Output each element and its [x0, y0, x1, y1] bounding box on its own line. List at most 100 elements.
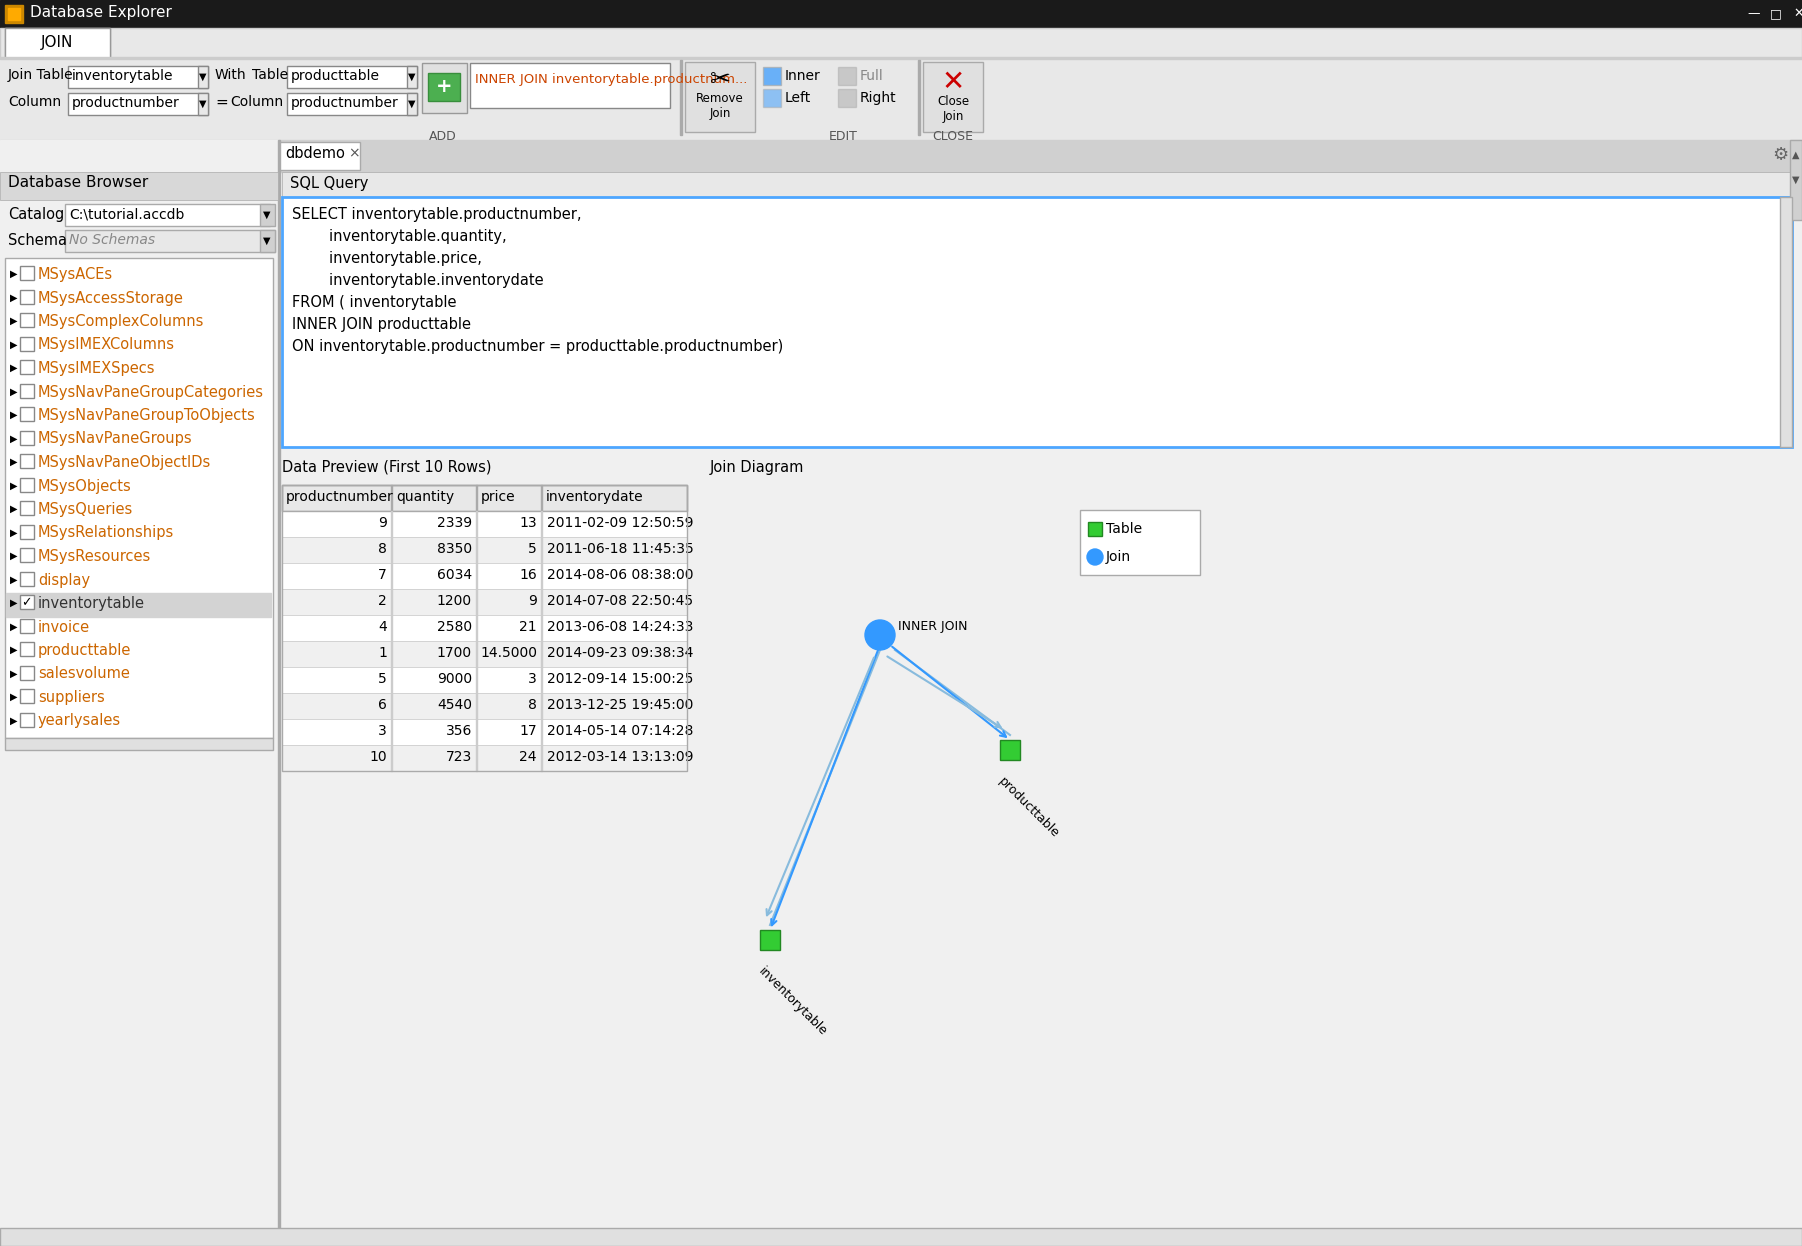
- Text: JOIN: JOIN: [41, 35, 74, 50]
- Text: producttable: producttable: [38, 643, 132, 658]
- Text: 2012-03-14 13:13:09: 2012-03-14 13:13:09: [548, 750, 694, 764]
- Text: 8: 8: [528, 698, 537, 711]
- Text: 9000: 9000: [436, 672, 472, 687]
- Bar: [65, 204, 270, 226]
- Text: Database Explorer: Database Explorer: [31, 5, 171, 20]
- Bar: [1000, 740, 1020, 760]
- Bar: [762, 88, 780, 107]
- Bar: [0, 140, 1802, 172]
- Bar: [422, 64, 467, 113]
- Bar: [281, 719, 687, 745]
- Text: ▶: ▶: [11, 574, 18, 584]
- Text: 14.5000: 14.5000: [479, 645, 537, 660]
- Text: 9: 9: [378, 516, 387, 530]
- Bar: [20, 384, 34, 397]
- Bar: [470, 64, 670, 108]
- Text: quantity: quantity: [396, 490, 454, 503]
- Text: ▶: ▶: [11, 622, 18, 632]
- Text: Remove
Join: Remove Join: [696, 92, 744, 120]
- Text: With: With: [214, 69, 247, 82]
- Bar: [685, 62, 755, 132]
- Bar: [281, 589, 687, 616]
- Bar: [198, 93, 207, 115]
- Bar: [198, 66, 207, 88]
- Text: ▶: ▶: [11, 457, 18, 467]
- Text: ▶: ▶: [11, 293, 18, 303]
- Bar: [68, 66, 207, 88]
- Text: MSysNavPaneGroupCategories: MSysNavPaneGroupCategories: [38, 385, 265, 400]
- Text: Column: Column: [7, 95, 61, 108]
- Bar: [0, 140, 1802, 1246]
- Bar: [281, 693, 687, 719]
- Text: price: price: [481, 490, 515, 503]
- Bar: [838, 88, 856, 107]
- Bar: [20, 501, 34, 515]
- Text: MSysComplexColumns: MSysComplexColumns: [38, 314, 204, 329]
- Text: inventorytable.price,: inventorytable.price,: [292, 250, 481, 265]
- Text: 8350: 8350: [436, 542, 472, 556]
- Text: MSysObjects: MSysObjects: [38, 478, 132, 493]
- Text: producttable: producttable: [997, 775, 1061, 841]
- Text: productnumber: productnumber: [72, 96, 180, 110]
- Text: 1700: 1700: [436, 645, 472, 660]
- Text: —: —: [1746, 7, 1759, 20]
- Text: 5: 5: [378, 672, 387, 687]
- Bar: [20, 360, 34, 374]
- Bar: [1768, 6, 1788, 22]
- Text: 2014-07-08 22:50:45: 2014-07-08 22:50:45: [548, 594, 694, 608]
- Text: inventorytable: inventorytable: [38, 596, 144, 611]
- Text: productnumber: productnumber: [287, 490, 395, 503]
- Text: ▶: ▶: [11, 503, 18, 515]
- Bar: [20, 525, 34, 538]
- Text: 2: 2: [378, 594, 387, 608]
- Text: Right: Right: [860, 91, 897, 105]
- Text: □: □: [1770, 7, 1782, 20]
- Text: +: +: [436, 77, 452, 96]
- Bar: [679, 60, 681, 135]
- Text: Full: Full: [860, 69, 883, 83]
- Text: ▶: ▶: [11, 316, 18, 326]
- Text: Database Browser: Database Browser: [7, 174, 148, 189]
- Bar: [281, 745, 687, 771]
- Text: ▶: ▶: [11, 363, 18, 373]
- Text: SELECT inventorytable.productnumber,: SELECT inventorytable.productnumber,: [292, 207, 582, 222]
- Text: 7: 7: [378, 568, 387, 582]
- Text: 2013-12-25 19:45:00: 2013-12-25 19:45:00: [548, 698, 694, 711]
- Bar: [20, 454, 34, 468]
- Bar: [760, 930, 780, 949]
- Bar: [0, 59, 1802, 148]
- Text: ▶: ▶: [11, 692, 18, 701]
- Bar: [20, 313, 34, 326]
- Bar: [20, 289, 34, 304]
- Text: MSysNavPaneGroups: MSysNavPaneGroups: [38, 431, 193, 446]
- Text: 1200: 1200: [436, 594, 472, 608]
- Text: No Schemas: No Schemas: [68, 233, 155, 247]
- Bar: [65, 231, 276, 252]
- Bar: [762, 67, 780, 85]
- Bar: [259, 231, 276, 252]
- Bar: [20, 407, 34, 421]
- Text: ✂: ✂: [710, 69, 730, 92]
- Text: MSysQueries: MSysQueries: [38, 502, 133, 517]
- Bar: [5, 27, 110, 59]
- Text: ▼: ▼: [263, 235, 270, 245]
- Text: 2011-06-18 11:45:35: 2011-06-18 11:45:35: [548, 542, 694, 556]
- Bar: [923, 62, 984, 132]
- Bar: [281, 667, 687, 693]
- Text: MSysIMEXColumns: MSysIMEXColumns: [38, 338, 175, 353]
- Text: FROM ( inventorytable: FROM ( inventorytable: [292, 295, 456, 310]
- Text: ✕: ✕: [941, 69, 964, 96]
- Text: ON inventorytable.productnumber = producttable.productnumber): ON inventorytable.productnumber = produc…: [292, 339, 784, 354]
- Bar: [5, 593, 270, 617]
- Text: ▶: ▶: [11, 339, 18, 349]
- Bar: [1079, 510, 1200, 574]
- Text: invoice: invoice: [38, 619, 90, 634]
- Text: inventorytable: inventorytable: [72, 69, 173, 83]
- Bar: [281, 537, 687, 563]
- Text: ▶: ▶: [11, 715, 18, 725]
- Bar: [20, 642, 34, 655]
- Text: 16: 16: [519, 568, 537, 582]
- Bar: [281, 640, 687, 667]
- Text: producttable: producttable: [290, 69, 380, 83]
- Text: MSysAccessStorage: MSysAccessStorage: [38, 290, 184, 305]
